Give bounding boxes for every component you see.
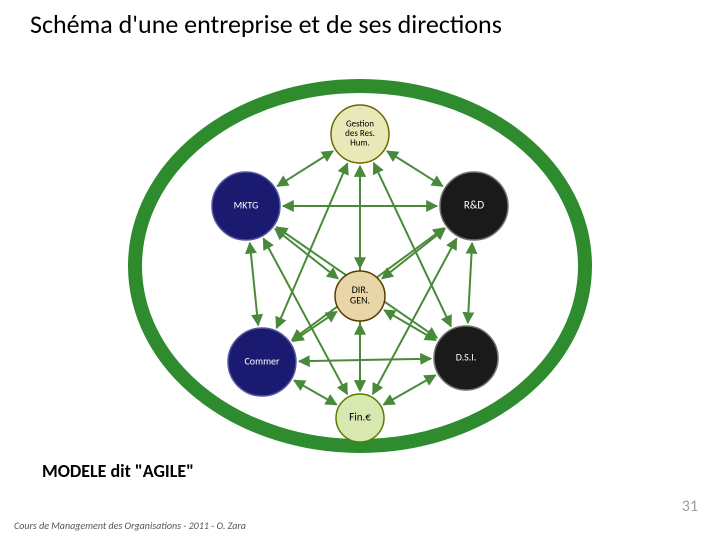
slide-number: 31: [682, 497, 698, 516]
enterprise-diagram: Gestiondes Res.Hum. MKTG R&D Commer D.S.I. Fi…: [0, 0, 720, 540]
edge-mktg-dirgen: [275, 229, 338, 279]
node-dsi-label: D.S.I.: [456, 350, 477, 363]
node-rd-label: R&D: [464, 199, 484, 212]
node-dirgen-label: GEN.: [350, 294, 370, 307]
model-subtitle: MODELE dit "AGILE": [42, 460, 194, 482]
edge-commer-dsi: [299, 359, 431, 362]
edge-grh-rd: [387, 151, 443, 186]
edge-dirgen-commer: [293, 312, 337, 342]
edge-rd-dsi: [468, 243, 472, 323]
node-commer: Commer: [228, 328, 296, 396]
edge-dsi-fin: [384, 375, 436, 405]
node-fin: Fin.€: [336, 394, 384, 442]
node-fin-label: Fin.€: [349, 411, 371, 424]
node-commer-label: Commer: [244, 354, 280, 367]
edge-mktg-commer: [250, 243, 258, 325]
node-rd: R&D: [440, 172, 508, 240]
node-mktg-label: MKTG: [234, 198, 259, 211]
node-dirgen: DIR.GEN.: [335, 271, 385, 321]
edge-commer-fin: [294, 380, 337, 404]
node-grh-label: Hum.: [350, 138, 370, 149]
edge-rd-dirgen: [382, 229, 445, 279]
edge-grh-mktg: [277, 151, 333, 186]
node-mktg: MKTG: [212, 172, 280, 240]
node-grh: Gestiondes Res.Hum.: [331, 105, 389, 163]
node-dsi: D.S.I.: [434, 326, 498, 390]
edge-dirgen-dsi: [384, 310, 436, 340]
footer-text: Cours de Management des Organisations - …: [14, 519, 246, 532]
